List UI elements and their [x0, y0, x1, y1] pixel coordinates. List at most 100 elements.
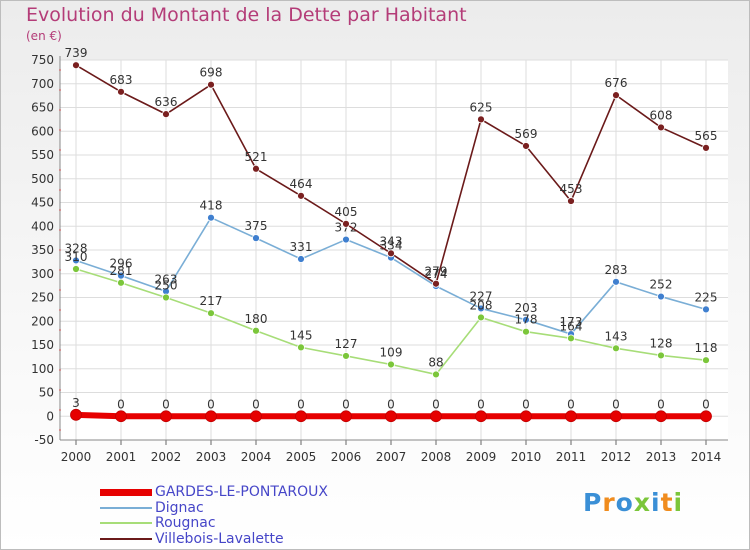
data-label: 0 — [702, 397, 710, 411]
data-label: 88 — [428, 355, 443, 369]
data-label: 343 — [380, 234, 403, 248]
y-tick-label: 450 — [31, 196, 54, 210]
data-point — [205, 410, 217, 423]
data-point — [477, 115, 485, 124]
logo-letter: i — [651, 488, 661, 517]
legend-swatch-dignac — [100, 507, 152, 509]
data-label: 0 — [612, 397, 620, 411]
chart-subtitle: (en €) — [26, 29, 62, 43]
data-label: 279 — [425, 265, 448, 279]
data-label: 0 — [477, 397, 485, 411]
y-tick-label: 750 — [31, 53, 54, 67]
data-label: 281 — [110, 264, 133, 278]
proxiti-logo: Proxiti — [583, 488, 683, 517]
legend-item-villebois: Villebois-Lavalette — [100, 531, 284, 547]
data-label: 217 — [200, 294, 223, 308]
data-label: 173 — [560, 315, 583, 329]
data-point — [567, 197, 575, 205]
logo-letter: t — [660, 488, 674, 517]
data-point — [207, 80, 215, 89]
data-label: 310 — [65, 250, 88, 264]
legend-label-rougnac: Rougnac — [155, 515, 216, 531]
data-point — [432, 370, 440, 379]
data-label: 178 — [515, 313, 538, 327]
x-tick-label: 2001 — [106, 450, 137, 464]
data-point — [252, 326, 260, 335]
data-point — [477, 313, 485, 322]
data-label: 164 — [560, 319, 583, 333]
data-point — [72, 61, 80, 70]
x-tick-label: 2010 — [511, 450, 542, 464]
data-point — [702, 143, 710, 152]
data-point — [115, 410, 127, 423]
data-label: 203 — [515, 301, 538, 315]
x-tick-label: 2004 — [241, 450, 272, 464]
data-label: 227 — [470, 289, 493, 303]
legend-label-villebois: Villebois-Lavalette — [155, 531, 284, 547]
legend-item-dignac: Dignac — [100, 500, 204, 516]
logo-letter: r — [602, 488, 616, 517]
data-label: 0 — [162, 397, 170, 411]
data-label: 453 — [560, 182, 583, 196]
data-label: 0 — [567, 397, 575, 411]
data-point — [520, 410, 532, 423]
data-point — [72, 265, 80, 273]
data-point — [612, 344, 620, 353]
data-point — [207, 309, 215, 318]
data-point — [612, 91, 620, 100]
data-label: 118 — [695, 341, 718, 355]
legend-label-dignac: Dignac — [155, 500, 204, 516]
data-label: 3 — [72, 396, 80, 410]
x-tick-label: 2014 — [691, 450, 722, 464]
x-tick-label: 2011 — [556, 450, 587, 464]
data-label: 418 — [200, 199, 223, 213]
data-label: 283 — [605, 263, 628, 277]
legend-swatch-gardes — [100, 488, 152, 496]
legend-swatch-rougnac — [100, 522, 152, 524]
y-tick-label: 300 — [31, 267, 54, 281]
data-label: 521 — [245, 150, 268, 164]
data-point — [162, 110, 170, 119]
data-label: 636 — [155, 95, 178, 109]
data-label: 0 — [252, 397, 260, 411]
logo-letter: x — [633, 488, 651, 517]
x-tick-label: 2006 — [331, 450, 362, 464]
x-tick-label: 2007 — [376, 450, 407, 464]
y-tick-label: 650 — [31, 101, 54, 115]
data-label: 145 — [290, 328, 313, 342]
y-tick-label: 0 — [46, 409, 54, 423]
data-point — [567, 334, 575, 343]
data-point — [612, 277, 620, 286]
data-point — [387, 360, 395, 369]
data-point — [522, 315, 530, 324]
data-point — [430, 410, 442, 423]
data-label: 0 — [207, 397, 215, 411]
x-tick-label: 2003 — [196, 450, 227, 464]
legend-item-gardes: GARDES-LE-PONTAROUX — [100, 484, 328, 500]
data-label: 0 — [117, 397, 125, 411]
data-label: 252 — [650, 278, 673, 292]
data-point — [72, 256, 80, 265]
y-tick-label: 350 — [31, 243, 54, 257]
data-label: 569 — [515, 127, 538, 141]
legend-item-rougnac: Rougnac — [100, 515, 216, 531]
y-tick-label: 500 — [31, 172, 54, 186]
y-tick-label: 550 — [31, 148, 54, 162]
y-tick-label: 50 — [39, 386, 54, 400]
data-label: 0 — [297, 397, 305, 411]
x-tick-label: 2000 — [61, 450, 92, 464]
data-point — [702, 356, 710, 365]
y-tick-label: 150 — [31, 338, 54, 352]
data-label: 565 — [695, 129, 718, 143]
data-point — [610, 410, 622, 423]
data-label: 128 — [650, 336, 673, 350]
data-point — [252, 164, 260, 173]
x-tick-label: 2002 — [151, 450, 182, 464]
data-point — [385, 410, 397, 423]
data-point — [297, 255, 305, 263]
data-point — [432, 279, 440, 288]
data-label: 0 — [657, 397, 665, 411]
data-label: 263 — [155, 272, 178, 286]
data-label: 208 — [470, 298, 493, 312]
data-point — [522, 142, 530, 150]
